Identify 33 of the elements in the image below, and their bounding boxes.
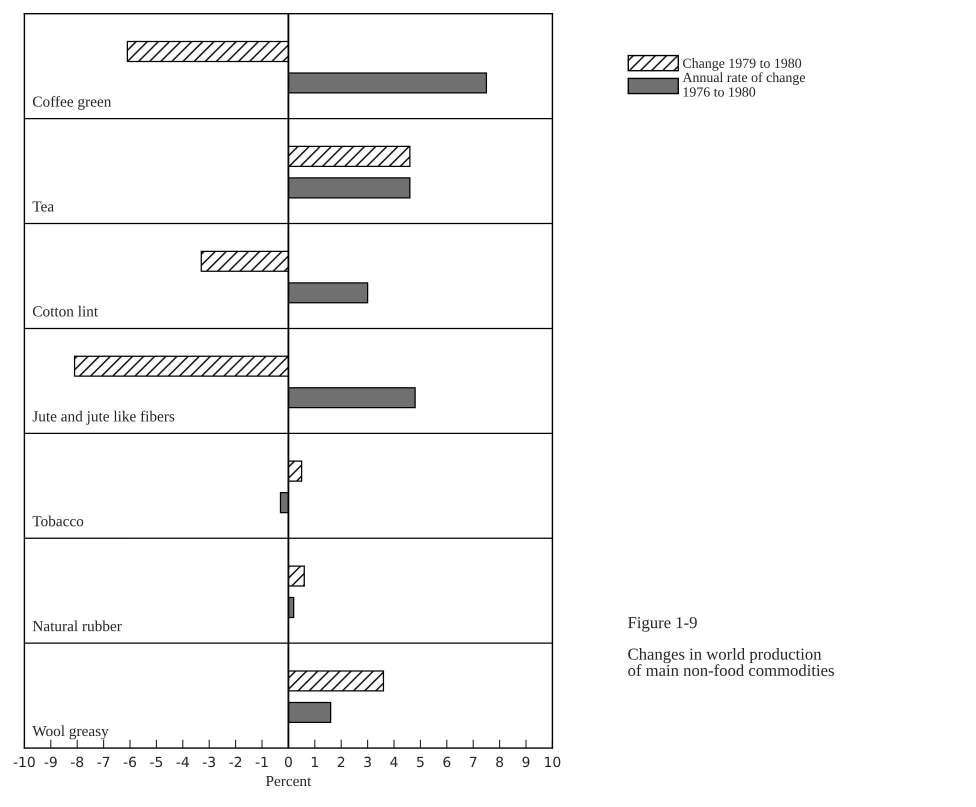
text: Figure 1-9: [628, 617, 697, 632]
x-tick-label: 4: [390, 756, 398, 767]
x-tick-label: -10: [14, 756, 35, 768]
x-tick-label: 5: [417, 756, 424, 768]
y-tick-label: Tobacco: [32, 516, 84, 526]
x-tick-label: -2: [229, 756, 242, 767]
x-axis-title: Percent: [266, 776, 312, 786]
x-tick-label: 1: [312, 756, 318, 767]
y-tick-label: Coffee green: [32, 96, 112, 110]
text: Changes in world production of main non-food commodities: [628, 648, 834, 676]
x-tick-label: 6: [443, 756, 450, 768]
y-tick-label: Natural rubber: [32, 620, 122, 632]
x-tick-label: -9: [44, 756, 57, 768]
y-tick-label: Wool greasy: [32, 725, 109, 740]
y-tick-label: Cotton lint: [32, 306, 98, 317]
x-tick-label: -3: [202, 756, 216, 768]
x-tick-label: -4: [176, 756, 189, 767]
legend-label: Change 1979 to 1980: [683, 58, 802, 71]
x-tick-label: 8: [496, 756, 504, 768]
x-tick-label: 10: [545, 756, 560, 768]
x-tick-label: -6: [124, 756, 136, 768]
y-tick-label: Tea: [32, 201, 54, 212]
x-tick-label: 7: [470, 756, 476, 767]
x-tick-label: -8: [70, 756, 84, 768]
x-tick-label: 2: [338, 756, 344, 767]
x-tick-label: -1: [256, 756, 268, 767]
x-tick-label: 3: [364, 756, 371, 768]
legend-label: Annual rate of change 1976 to 1980: [682, 72, 805, 97]
x-tick-label: -7: [97, 756, 110, 767]
y-tick-label: Jute and jute like fibers: [32, 410, 174, 425]
x-tick-label: 9: [522, 756, 530, 768]
x-tick-label: 0: [284, 756, 292, 768]
x-tick-label: -5: [150, 756, 162, 768]
